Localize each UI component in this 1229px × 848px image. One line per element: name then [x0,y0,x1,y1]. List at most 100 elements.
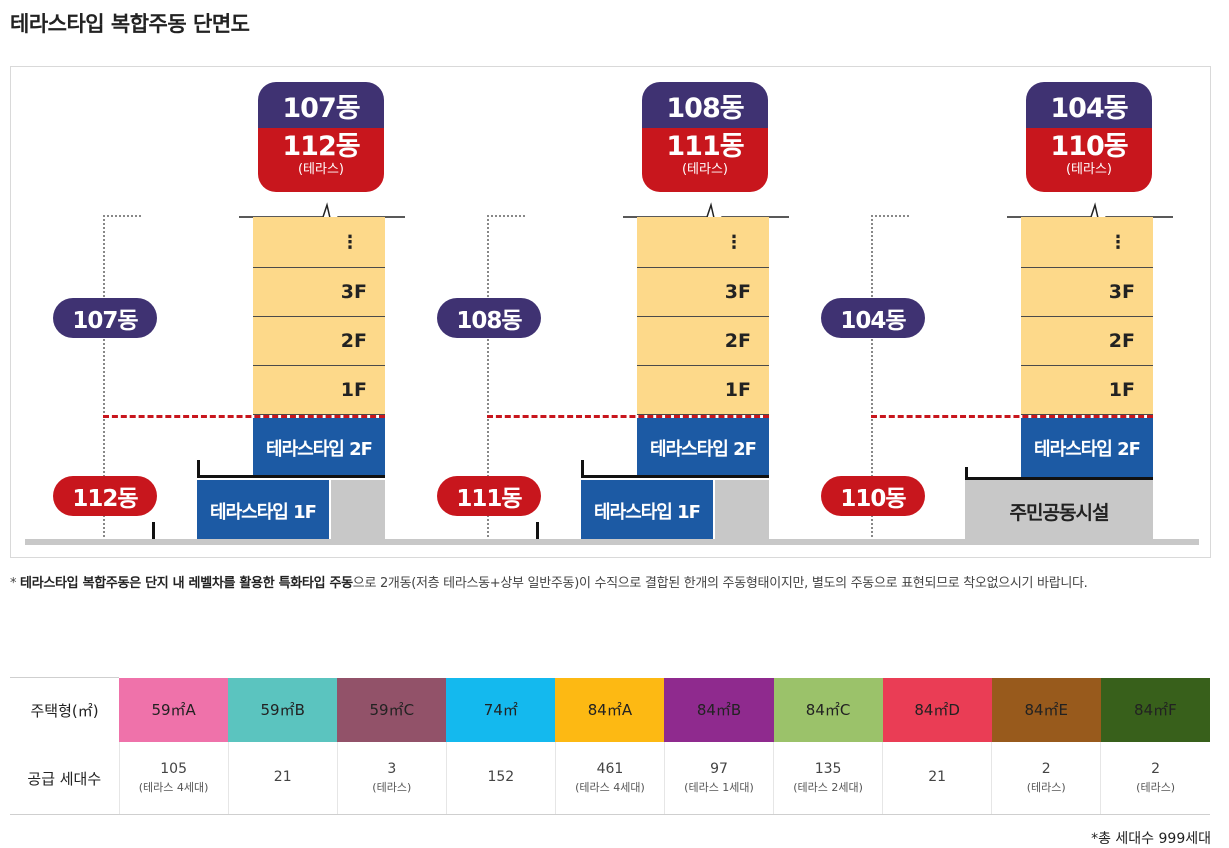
supply-note: (테라스) [1026,781,1066,794]
floor-continuation: ⋮ [1021,217,1153,268]
community-top-line [965,477,1153,480]
supply-note: (테라스 2세대) [793,781,863,794]
table-row: 공급 세대수 105 (테라스 4세대) 21 3 (테라스) 152 461 (테라… [10,742,1210,815]
floor-1f: 1F [253,366,385,415]
building-card: 104동 110동 (테라스) [1026,82,1152,192]
footnote-bold: 테라스타입 복합주동은 단지 내 레벨차를 활용한 특화타입 주동 [20,576,353,591]
upper-building-label: 107동 [53,298,157,338]
upper-building-label: 108동 [437,298,541,338]
card-lower-name: 110동 [1050,131,1128,162]
footnote: * 테라스타입 복합주동은 단지 내 레벨차를 활용한 특화타입 주동으로 2개… [10,574,1215,594]
card-lower-sub: (테라스) [297,162,345,177]
building-boundary-line [871,415,1153,418]
floor-continuation: ⋮ [637,217,769,268]
table-header-row: 주택형(㎡) 59㎡A 59㎡B 59㎡C 74㎡ 84㎡A 84㎡B 84㎡C… [10,677,1210,742]
building-boundary-line [103,415,385,418]
total-units: *총 세대수 999세대 [1091,831,1211,847]
terrace-2f: 테라스타입 2F [253,418,385,478]
supply-cell: 21 [882,742,992,815]
building-group-1: 107동 112동 107동 112동 (테라스) ⋮ 3F 2F 1F 테라스… [11,67,411,559]
underground-block [331,480,385,542]
card-lower: 111동 (테라스) [642,128,768,192]
dotted-guide-horizontal [871,215,909,217]
supply-count: 152 [487,769,515,785]
supply-note: (테라스 4세대) [575,781,645,794]
floor-2f: 2F [637,317,769,366]
supply-cell: 21 [227,742,338,815]
type-cell-59a: 59㎡A [119,677,229,742]
floor-2f: 2F [1021,317,1153,366]
floor-3f: 3F [1021,268,1153,317]
card-lower-sub: (테라스) [1065,162,1113,177]
dotted-guide-horizontal [487,215,525,217]
supply-count: 97 [710,761,728,777]
building-card: 107동 112동 (테라스) [258,82,384,192]
section-diagram: 107동 112동 107동 112동 (테라스) ⋮ 3F 2F 1F 테라스… [10,66,1211,558]
terrace-1f: 테라스타입 1F [197,480,329,542]
dotted-guide-vertical [871,215,873,545]
building-card: 108동 111동 (테라스) [642,82,768,192]
supply-count: 135 [814,761,842,777]
lower-building-label: 111동 [437,476,541,516]
supply-cell: 2 (테라스) [991,742,1101,815]
supply-cell: 152 [445,742,556,815]
floor-3f: 3F [637,268,769,317]
building-group-2: 108동 111동 108동 111동 (테라스) ⋮ 3F 2F 1F 테라스… [395,67,795,559]
supply-note: (테라스) [372,781,412,794]
supply-note: (테라스 4세대) [138,781,209,794]
card-upper-name: 104동 [1026,82,1152,128]
community-step-line [965,467,1153,480]
supply-count: 3 [387,761,397,777]
supply-count: 21 [928,769,947,785]
type-cell-84a: 84㎡A [555,677,665,742]
ground-line [25,539,1199,545]
supply-count: 461 [596,761,624,777]
terrace-1f: 테라스타입 1F [581,480,713,542]
lower-building-label: 112동 [53,476,157,516]
dotted-guide-horizontal [103,215,141,217]
supply-cell: 461 (테라스 4세대) [554,742,665,815]
terrace-2f: 테라스타입 2F [637,418,769,478]
floor-1f: 1F [1021,366,1153,415]
type-cell-84c: 84㎡C [773,677,883,742]
floor-3f: 3F [253,268,385,317]
floor-2f: 2F [253,317,385,366]
type-cell-59c: 59㎡C [337,677,447,742]
card-upper-name: 107동 [258,82,384,128]
page-title: 테라스타입 복합주동 단면도 [10,12,250,36]
type-cell-84d: 84㎡D [882,677,992,742]
supply-note: (테라스 1세대) [684,781,754,794]
floor-continuation: ⋮ [253,217,385,268]
type-header-label: 주택형(㎡) [10,677,120,742]
card-lower-sub: (테라스) [681,162,729,177]
supply-table: 주택형(㎡) 59㎡A 59㎡B 59㎡C 74㎡ 84㎡A 84㎡B 84㎡C… [10,677,1210,815]
card-lower: 110동 (테라스) [1026,128,1152,192]
type-cell-84b: 84㎡B [664,677,774,742]
floor-1f: 1F [637,366,769,415]
dotted-guide-vertical [487,215,489,545]
type-cell-59b: 59㎡B [228,677,338,742]
supply-cell: 97 (테라스 1세대) [663,742,774,815]
type-cell-84e: 84㎡E [991,677,1101,742]
supply-count: 105 [160,761,187,777]
supply-cell: 2 (테라스) [1100,742,1210,815]
card-lower-name: 112동 [282,131,360,162]
supply-count: 2 [1041,761,1051,777]
level-step-line [197,460,385,478]
type-cell-84f: 84㎡F [1100,677,1210,742]
supply-count: 2 [1151,761,1161,777]
supply-cell: 105 (테라스 4세대) [118,742,229,815]
level-step-line [581,460,769,478]
community-facility: 주민공동시설 [965,480,1153,542]
supply-count: 21 [273,769,292,785]
building-boundary-line [487,415,769,418]
underground-block [715,480,769,542]
supply-note: (테라스) [1136,781,1176,794]
dotted-guide-vertical [103,215,105,545]
card-upper-name: 108동 [642,82,768,128]
supply-cell: 3 (테라스) [336,742,447,815]
terrace-2f: 테라스타입 2F [1021,418,1153,478]
supply-cell: 135 (테라스 2세대) [773,742,883,815]
lower-building-label: 110동 [821,476,925,516]
card-lower: 112동 (테라스) [258,128,384,192]
